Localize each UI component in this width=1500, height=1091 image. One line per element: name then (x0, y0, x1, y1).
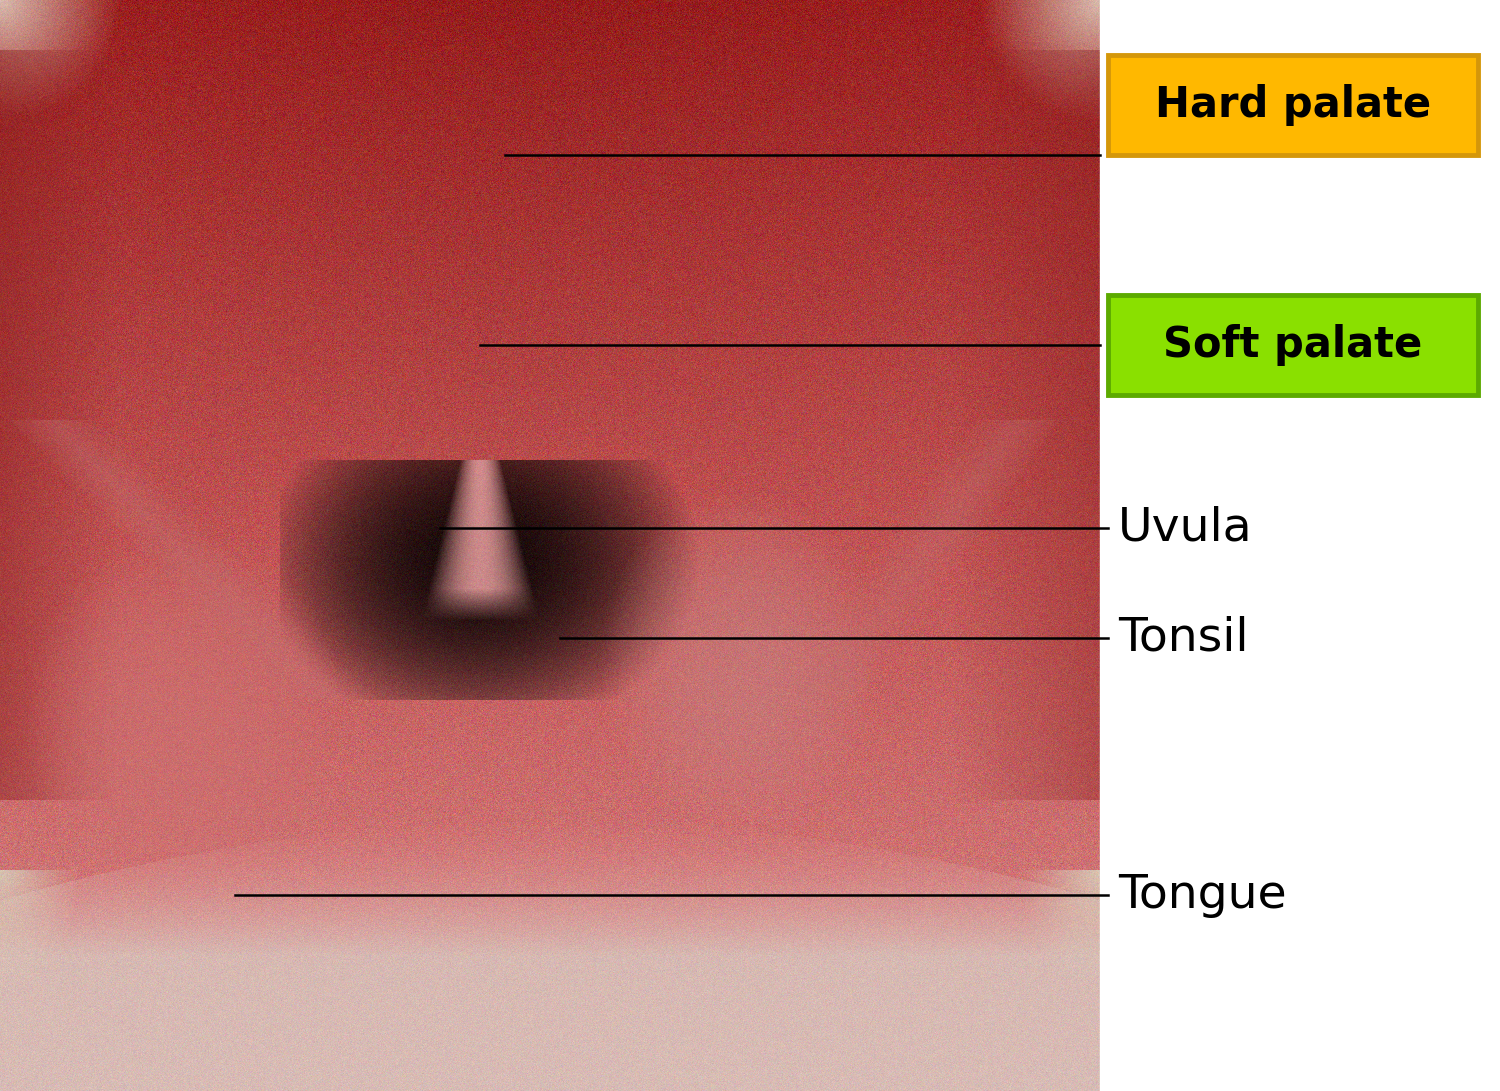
Text: Hard palate: Hard palate (1155, 84, 1431, 125)
Text: Soft palate: Soft palate (1164, 324, 1422, 365)
Text: Tonsil: Tonsil (1118, 615, 1248, 660)
Polygon shape (1100, 0, 1500, 1091)
Text: Uvula: Uvula (1118, 505, 1252, 551)
FancyBboxPatch shape (1108, 55, 1478, 155)
FancyBboxPatch shape (1108, 295, 1478, 395)
Text: Tongue: Tongue (1118, 873, 1287, 918)
